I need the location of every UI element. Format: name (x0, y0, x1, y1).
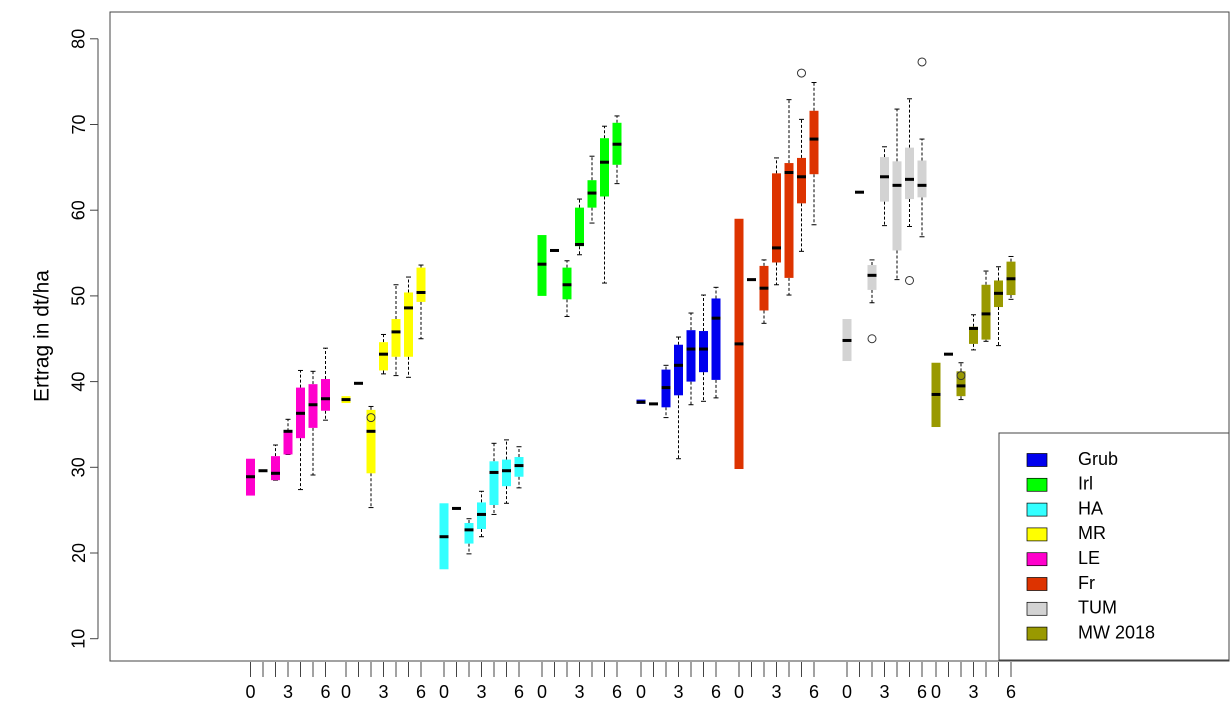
x-tick-label: 0 (245, 682, 255, 702)
box (969, 326, 978, 344)
outlier-point (917, 57, 927, 67)
box (404, 292, 413, 357)
box (379, 342, 388, 371)
legend: Grub Irl HA MR LE Fr TUM MW 2018 (998, 432, 1230, 661)
x-tick-label: 6 (1006, 682, 1016, 702)
box (867, 265, 877, 290)
box (905, 147, 914, 200)
outlier-point (867, 334, 877, 344)
y-tick-label: 20 (69, 543, 89, 563)
x-tick-label: 3 (673, 682, 683, 702)
legend-swatch (1026, 601, 1048, 616)
box (391, 319, 401, 357)
outlier-point (956, 371, 966, 381)
box (956, 371, 966, 397)
box (366, 409, 376, 474)
x-tick-label: 3 (879, 682, 889, 702)
x-tick-label: 0 (636, 682, 646, 702)
box (464, 523, 474, 544)
x-tick-label: 6 (416, 682, 426, 702)
legend-swatch (1026, 527, 1048, 542)
box (699, 331, 708, 373)
y-tick-label: 30 (69, 457, 89, 477)
box (809, 110, 819, 175)
box (917, 160, 927, 198)
legend-label: Fr (1078, 573, 1095, 593)
group-mw-2018 (931, 255, 1016, 428)
box (880, 157, 889, 202)
group-irl (537, 115, 622, 317)
box (686, 330, 696, 382)
x-tick-label: 6 (809, 682, 819, 702)
box (271, 456, 280, 481)
outlier-point (797, 68, 806, 78)
legend-swatch (1026, 577, 1048, 591)
legend-label: Grub (1078, 449, 1118, 469)
box (283, 431, 293, 455)
box (489, 461, 499, 506)
legend-swatch (1026, 552, 1048, 567)
x-tick-label: 0 (341, 682, 351, 702)
x-tick-label: 6 (320, 682, 330, 702)
legend-label: MR (1078, 523, 1106, 543)
y-tick-label: 60 (69, 200, 89, 220)
y-tick-label: 40 (69, 372, 89, 392)
x-tick-label: 0 (931, 682, 941, 702)
x-tick-label: 6 (612, 682, 622, 702)
outlier-point (366, 413, 376, 423)
group-tum (842, 57, 927, 362)
x-tick-label: 3 (283, 682, 293, 702)
legend-label: Irl (1078, 474, 1093, 494)
box (416, 267, 426, 302)
box (674, 344, 683, 396)
group-fr (734, 68, 819, 470)
plot-area (246, 57, 1016, 570)
y-tick-label: 70 (69, 114, 89, 134)
x-tick-label: 0 (734, 682, 744, 702)
y-axis-title: Ertrag in dt/ha (31, 270, 54, 402)
legend-label: HA (1078, 498, 1103, 518)
plot-frame (109, 11, 1230, 662)
legend-swatch (1026, 626, 1048, 641)
box (502, 459, 511, 487)
box (892, 161, 902, 251)
legend-box (998, 432, 1230, 661)
legend-label: MW 2018 (1078, 622, 1155, 642)
box (711, 298, 721, 380)
x-tick-label: 6 (711, 682, 721, 702)
x-tick-label: 6 (917, 682, 927, 702)
box (600, 138, 609, 197)
x-tick-label: 3 (771, 682, 781, 702)
box (797, 157, 806, 204)
group-le (246, 347, 330, 496)
x-tick-label: 0 (537, 682, 547, 702)
x-tick-label: 0 (842, 682, 852, 702)
box (772, 173, 781, 263)
box (575, 207, 584, 247)
group-mr (341, 264, 426, 509)
legend-swatch (1026, 453, 1048, 467)
legend-swatch (1026, 502, 1048, 517)
legend-label: LE (1078, 548, 1100, 568)
y-tick-label: 50 (69, 286, 89, 306)
x-tick-label: 3 (378, 682, 388, 702)
x-tick-label: 6 (514, 682, 524, 702)
y-tick-label: 10 (69, 629, 89, 649)
group-ha (439, 439, 524, 570)
x-tick-label: 3 (968, 682, 978, 702)
x-tick-label: 0 (439, 682, 449, 702)
box (981, 284, 991, 340)
legend-swatch (1026, 477, 1048, 492)
box (784, 163, 794, 278)
outlier-point (905, 275, 914, 285)
box (321, 379, 330, 411)
x-tick-label: 3 (476, 682, 486, 702)
x-tick-label: 3 (574, 682, 584, 702)
y-tick-label: 80 (69, 29, 89, 49)
legend-label: TUM (1078, 598, 1117, 618)
group-grub (636, 286, 721, 460)
